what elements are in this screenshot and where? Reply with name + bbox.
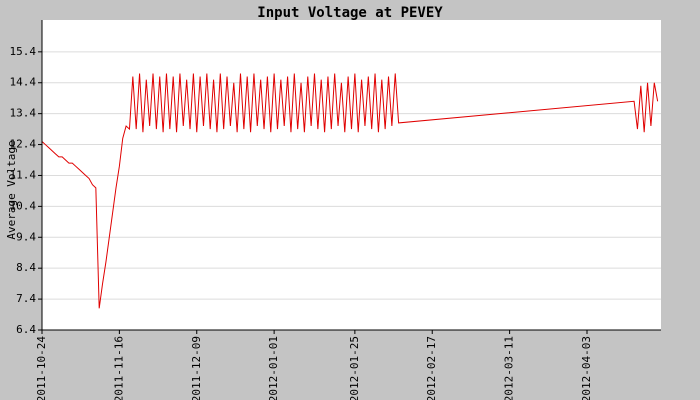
y-tick-label: 14.4 (10, 76, 37, 89)
x-tick-label: 2012-02-17 (425, 336, 438, 400)
chart-title: Input Voltage at PEVEY (257, 5, 443, 21)
y-tick-label: 10.4 (10, 199, 37, 212)
y-tick-label: 8.4 (16, 261, 36, 274)
y-axis-label: Average Voltage (5, 140, 18, 239)
y-tick-label: 9.4 (16, 230, 36, 243)
y-tick-label: 7.4 (16, 292, 36, 305)
x-tick-label: 2012-01-01 (267, 336, 280, 400)
marks (41, 73, 659, 309)
y-tick-label: 12.4 (10, 138, 37, 151)
y-tick-label: 13.4 (10, 107, 37, 120)
x-tick-label: 2012-04-03 (580, 336, 593, 400)
y-tick-label: 6.4 (16, 323, 36, 336)
x-tick-label: 2011-11-16 (112, 336, 125, 400)
y-tick-label: 11.4 (10, 168, 37, 181)
x-tick-label: 2011-12-09 (190, 336, 203, 400)
y-tick-label: 15.4 (10, 45, 37, 58)
grid (42, 51, 661, 331)
x-tick-label: 2012-03-11 (503, 336, 516, 400)
x-tick-label: 2011-10-24 (35, 336, 48, 400)
data-line (41, 73, 659, 309)
x-tick-label: 2012-01-25 (348, 336, 361, 400)
